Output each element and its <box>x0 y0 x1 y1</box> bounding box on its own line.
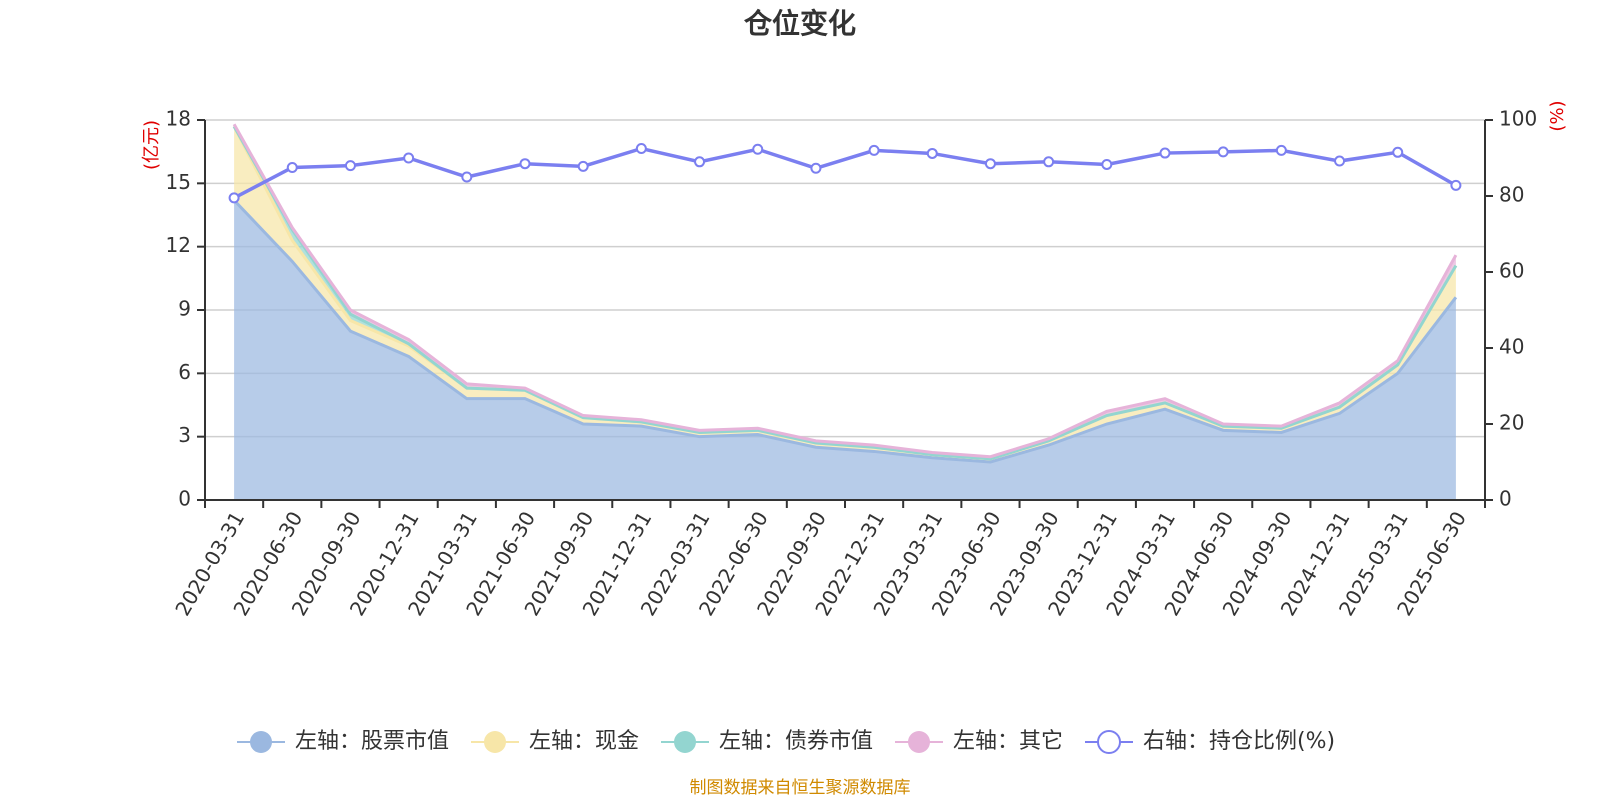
ratio-point <box>1217 146 1229 158</box>
legend-marker <box>1097 730 1121 754</box>
area-edge-2 <box>232 125 1458 461</box>
legend-label: 左轴：债券市值 <box>719 729 873 754</box>
ratio-point <box>1275 144 1287 156</box>
left-tick-label: 18 <box>166 107 191 131</box>
left-tick-label: 0 <box>178 487 191 511</box>
ratio-point <box>344 160 356 172</box>
ratio-point <box>286 162 298 173</box>
left-tick-label: 15 <box>166 170 191 194</box>
ratio-point <box>577 160 589 172</box>
ratio-point <box>752 143 764 155</box>
data-source-note: 制图数据来自恒生聚源数据库 <box>690 778 911 798</box>
legend-label: 左轴：现金 <box>529 729 639 754</box>
ratio-line-0 <box>233 146 1457 200</box>
legend-label: 左轴：股票市值 <box>295 729 449 754</box>
right-tick-label: 20 <box>1499 411 1524 435</box>
ratio-point <box>519 158 531 170</box>
ratio-point <box>1101 158 1113 170</box>
ratio-point <box>403 152 415 164</box>
ratio-point <box>228 192 240 204</box>
ratio-point <box>461 171 473 183</box>
right-tick-label: 0 <box>1499 487 1512 511</box>
ratio-line-series <box>228 143 1462 204</box>
legend-marker <box>250 731 272 753</box>
ratio-point <box>984 158 996 170</box>
ratio-point <box>1043 156 1055 168</box>
right-axis-unit: (%) <box>1547 100 1568 131</box>
left-tick-label: 6 <box>178 360 191 384</box>
legend-marker <box>674 731 696 753</box>
ratio-point <box>694 156 706 168</box>
legend-item-1[interactable]: 左轴：现金 <box>471 729 639 754</box>
legend-label: 左轴：其它 <box>953 729 1063 754</box>
right-tick-label: 60 <box>1499 259 1524 283</box>
ratio-point <box>1159 147 1171 159</box>
ratio-point <box>868 144 880 156</box>
legend-item-3[interactable]: 左轴：其它 <box>895 729 1063 754</box>
legend-marker <box>908 731 930 753</box>
left-axis-unit: (亿元) <box>141 120 162 170</box>
right-tick-label: 100 <box>1499 107 1537 131</box>
legend-item-2[interactable]: 左轴：债券市值 <box>661 729 873 754</box>
legend-marker <box>484 731 506 753</box>
ratio-point <box>810 162 822 174</box>
area-edge-0 <box>233 199 1458 464</box>
legend[interactable]: 左轴：股票市值 左轴：现金 左轴：债券市值 左轴：其它 右轴：持仓比例(%) <box>237 729 1335 754</box>
ratio-point <box>1334 155 1346 167</box>
left-tick-label: 12 <box>166 233 191 257</box>
right-tick-label: 80 <box>1499 183 1524 207</box>
chart-title: 仓位变化 <box>744 7 856 40</box>
stacked-areas <box>232 123 1458 500</box>
area-0 <box>234 200 1456 500</box>
ratio-point <box>926 147 938 159</box>
legend-item-4[interactable]: 右轴：持仓比例(%) <box>1085 729 1335 754</box>
legend-item-0[interactable]: 左轴：股票市值 <box>237 729 449 754</box>
left-tick-label: 9 <box>178 297 191 321</box>
ratio-point <box>635 143 647 154</box>
area-edge-3 <box>232 123 1458 459</box>
ratio-point <box>1392 146 1404 158</box>
right-tick-label: 40 <box>1499 335 1524 359</box>
legend-label: 右轴：持仓比例(%) <box>1143 729 1335 754</box>
left-tick-label: 3 <box>178 423 191 447</box>
ratio-point <box>1450 179 1462 191</box>
